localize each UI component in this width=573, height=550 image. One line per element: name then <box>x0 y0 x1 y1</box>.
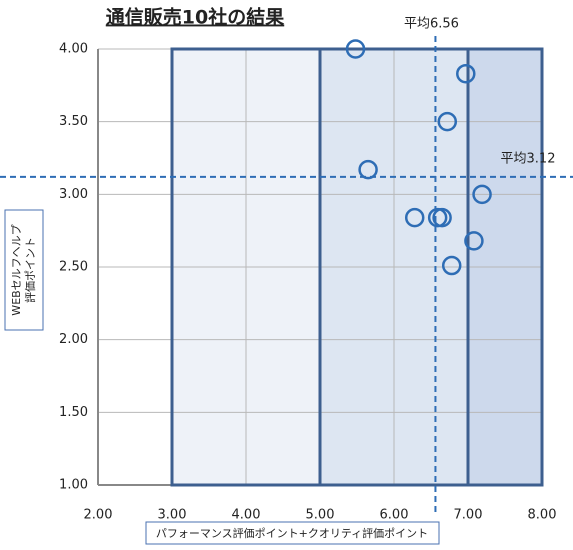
y-axis-label: 評価ポイント <box>23 237 37 303</box>
x-tick-label: 2.00 <box>84 508 113 523</box>
x-tick-label: 8.00 <box>528 508 557 523</box>
x-tick-label: 5.00 <box>306 508 335 523</box>
point <box>472 184 492 205</box>
y-tick-label: 2.00 <box>59 332 88 347</box>
x-tick-label: 3.00 <box>158 508 187 523</box>
average-label: 平均6.56 <box>404 17 459 32</box>
y-tick-label: 3.50 <box>59 114 88 129</box>
x-axis-label: パフォーマンス評価ポイント+クオリティ評価ポイント <box>156 526 428 540</box>
y-label-box <box>4 209 44 331</box>
y-tick-label: 1.50 <box>59 405 88 420</box>
y-tick-label: 3.00 <box>59 187 88 202</box>
zone-border <box>466 47 544 487</box>
y-tick-label: 2.50 <box>59 260 88 275</box>
point <box>437 111 458 132</box>
average-label: 平均3.12 <box>501 151 556 166</box>
point <box>432 207 452 228</box>
point <box>441 255 462 276</box>
x-tick-label: 6.00 <box>380 508 409 523</box>
point <box>456 63 476 84</box>
point <box>404 207 425 228</box>
x-label-box <box>145 521 440 545</box>
y-tick-label: 1.00 <box>59 478 88 493</box>
chart-title: 通信販売10社の結果 <box>106 6 284 29</box>
y-axis-label: WEBセルフヘルプ <box>10 224 23 315</box>
point <box>345 39 366 59</box>
y-tick-label: 4.00 <box>59 42 88 57</box>
point <box>358 159 378 180</box>
point <box>464 231 484 251</box>
x-tick-label: 7.00 <box>454 508 483 523</box>
x-tick-label: 4.00 <box>232 508 261 523</box>
